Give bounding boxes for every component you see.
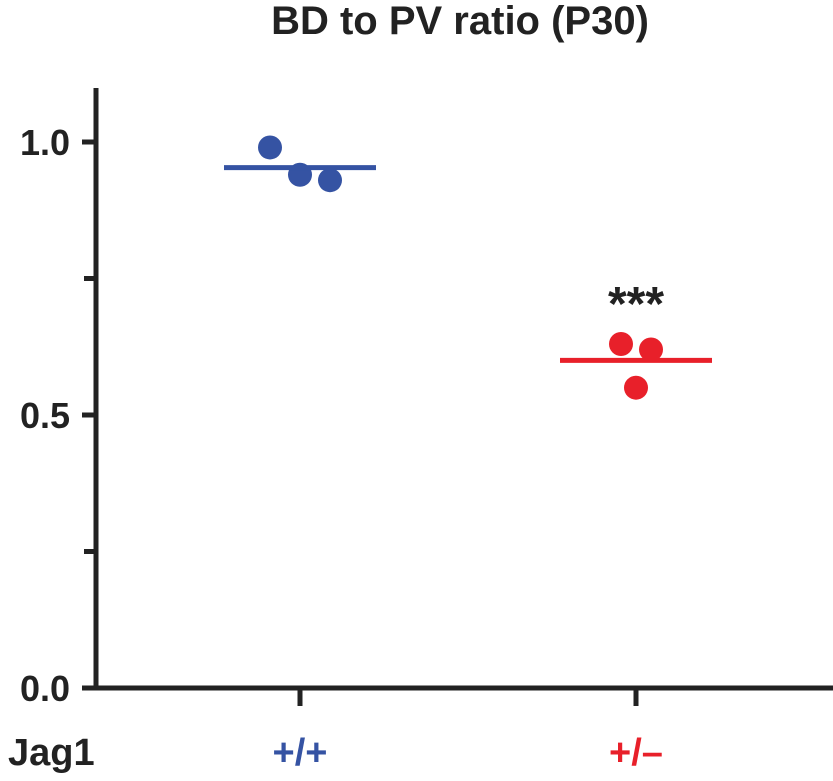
data-marks: ***: [224, 135, 712, 400]
data-point: [318, 168, 342, 193]
axes: [93, 88, 833, 691]
y-axis-ticks: 0.0 0.5 1.0: [20, 122, 96, 709]
y-tick-label: 1.0: [20, 122, 70, 163]
significance-annotation: ***: [608, 278, 664, 331]
data-point: [639, 337, 663, 362]
data-point: [624, 375, 648, 400]
x-category-label: +/–: [609, 732, 663, 774]
y-tick-label: 0.0: [20, 668, 70, 709]
x-axis-ticks: +/+ +/–: [273, 688, 663, 774]
y-tick-label: 0.5: [20, 395, 70, 436]
x-axis-label: Jag1: [8, 732, 95, 774]
data-point: [258, 135, 282, 160]
data-point: [609, 332, 633, 357]
x-category-label: +/+: [273, 732, 328, 774]
chart-title: BD to PV ratio (P30): [271, 0, 649, 43]
